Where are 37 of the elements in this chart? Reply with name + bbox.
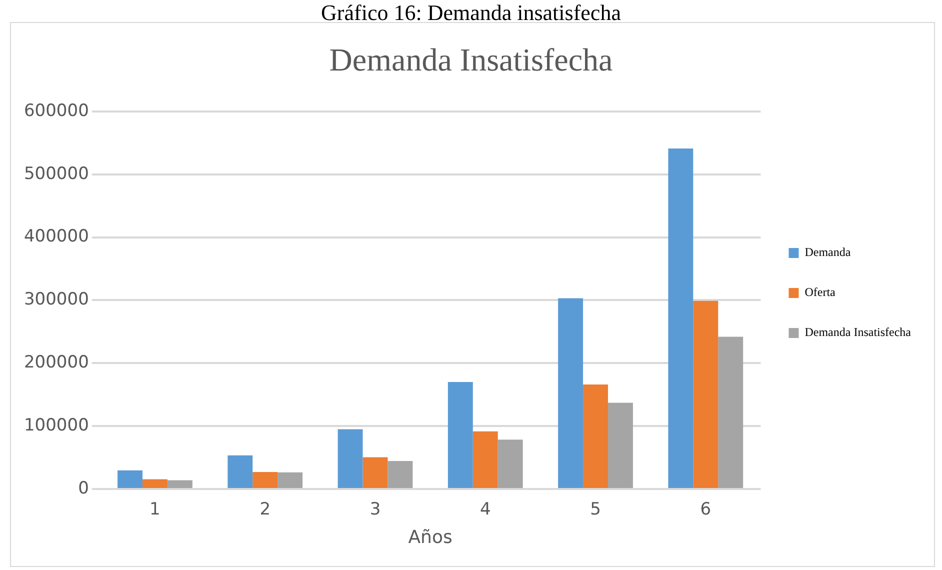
bar: [142, 479, 168, 488]
x-tick-label: 4: [480, 500, 491, 520]
y-tick-label: 0: [78, 478, 89, 498]
y-tick-label: 100000: [24, 415, 89, 436]
y-tick-label: 500000: [24, 164, 89, 184]
chart-title: Demanda Insatisfecha: [329, 42, 613, 78]
x-axis-title: Años: [408, 526, 452, 548]
bar: [668, 148, 694, 488]
bar: [362, 457, 388, 488]
bar: [608, 402, 633, 488]
bar: [118, 470, 142, 488]
x-tick-label: 2: [260, 500, 271, 520]
y-tick-label: 400000: [24, 226, 89, 247]
x-tick-label: 6: [700, 500, 712, 520]
y-tick-label: 200000: [24, 352, 89, 373]
legend-label: Demanda Insatisfecha: [804, 325, 912, 340]
x-tick-label: 5: [590, 500, 601, 520]
bar: [338, 429, 363, 488]
bar: [448, 382, 473, 488]
bar: [498, 440, 523, 488]
y-tick-label: 300000: [24, 290, 89, 310]
bar: [228, 455, 253, 488]
bar: [583, 384, 608, 488]
legend-label: Oferta: [804, 285, 836, 300]
text: Gráfico 16: Demanda insatisfecha: [320, 0, 622, 26]
bar: [167, 480, 192, 488]
y-tick-label: 600000: [24, 100, 89, 121]
legend-label: Demanda: [804, 245, 852, 260]
x-tick-label: 3: [370, 500, 381, 520]
x-tick-label: 1: [150, 500, 160, 520]
bar: [278, 472, 303, 488]
bar: [472, 431, 498, 488]
bar: [693, 300, 718, 488]
bar: [388, 460, 413, 488]
bar: [558, 298, 584, 488]
bar: [252, 472, 278, 488]
bar: [718, 336, 744, 488]
